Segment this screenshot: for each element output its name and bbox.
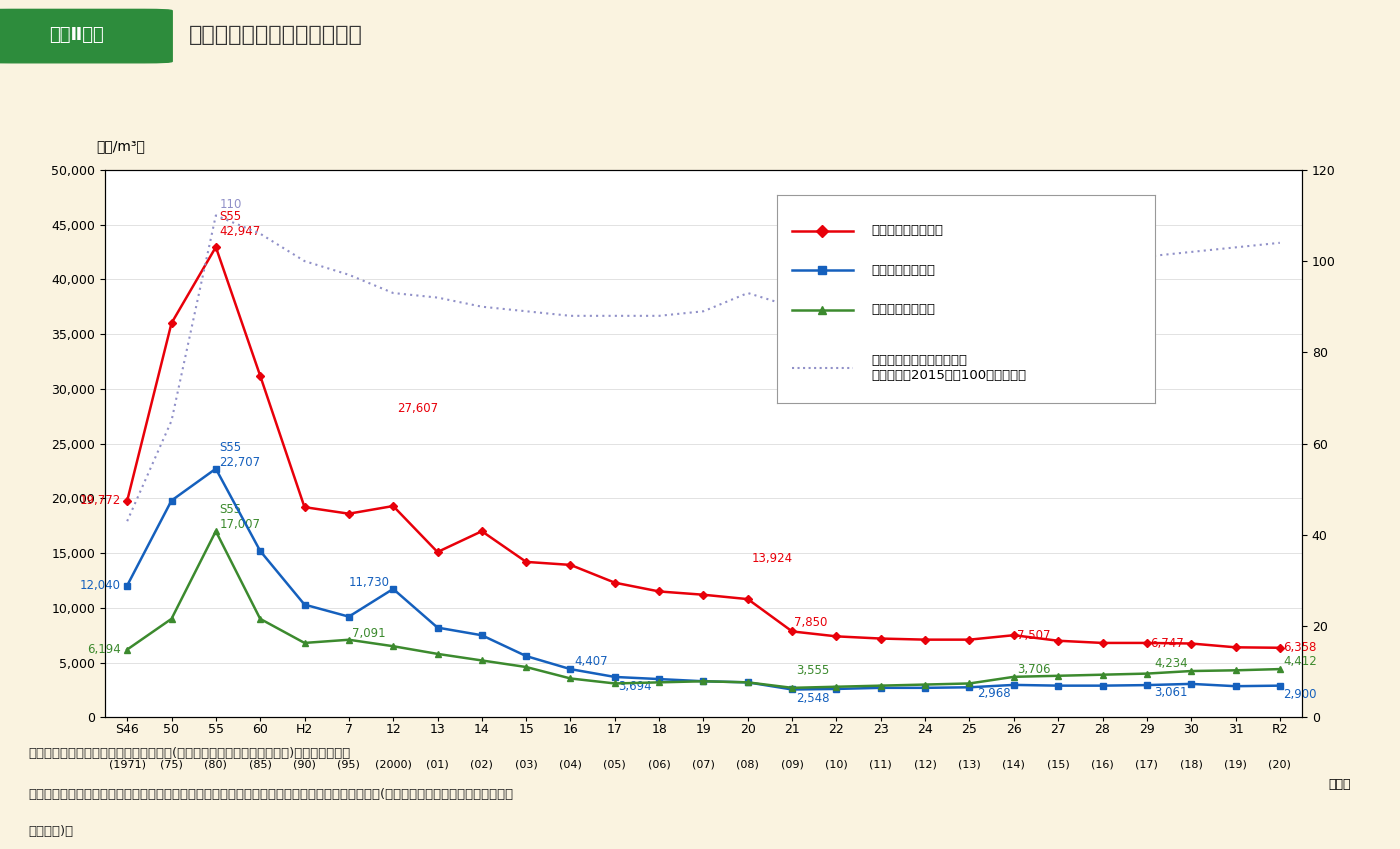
Text: 13,924: 13,924 <box>752 552 792 565</box>
Text: マツ山元立木価格: マツ山元立木価格 <box>871 303 935 316</box>
Text: (2000): (2000) <box>375 759 412 769</box>
Text: 19,772: 19,772 <box>80 494 120 508</box>
Text: 12,040: 12,040 <box>80 579 120 592</box>
Text: (02): (02) <box>470 759 493 769</box>
Text: 注：マツ山元立木価格は、北海道のマツ(トドマツ、エゾマツ、カラマツ)の価格である。: 注：マツ山元立木価格は、北海道のマツ(トドマツ、エゾマツ、カラマツ)の価格である… <box>28 747 350 760</box>
Text: (01): (01) <box>426 759 449 769</box>
Text: 2,900: 2,900 <box>1284 688 1317 700</box>
Text: 3,061: 3,061 <box>1154 686 1187 699</box>
Text: 資料Ⅱ－５: 資料Ⅱ－５ <box>49 25 105 43</box>
Text: 11,730: 11,730 <box>349 576 389 589</box>
Text: スギ山元立木価格: スギ山元立木価格 <box>871 264 935 277</box>
Text: (05): (05) <box>603 759 626 769</box>
Text: (09): (09) <box>781 759 804 769</box>
Text: 全国平均山元立木価格の推移: 全国平均山元立木価格の推移 <box>189 25 363 45</box>
Text: (90): (90) <box>293 759 316 769</box>
Text: (14): (14) <box>1002 759 1025 769</box>
Text: (15): (15) <box>1047 759 1070 769</box>
Text: 2,548: 2,548 <box>795 692 829 705</box>
Text: (11): (11) <box>869 759 892 769</box>
FancyBboxPatch shape <box>0 9 172 63</box>
Text: 3,555: 3,555 <box>795 665 829 678</box>
Text: 3,706: 3,706 <box>1018 663 1051 676</box>
Text: (16): (16) <box>1091 759 1114 769</box>
Text: (85): (85) <box>249 759 272 769</box>
Text: 7,507: 7,507 <box>1018 629 1051 642</box>
Text: (18): (18) <box>1180 759 1203 769</box>
Text: 参考値：国内企業物価指数
（総平均、2015年＝100）（右軸）: 参考値：国内企業物価指数 （総平均、2015年＝100）（右軸） <box>871 354 1026 382</box>
Text: 2,968: 2,968 <box>977 687 1011 700</box>
Text: (20): (20) <box>1268 759 1291 769</box>
Text: 27,607: 27,607 <box>396 402 438 415</box>
Text: (95): (95) <box>337 759 360 769</box>
Text: (17): (17) <box>1135 759 1158 769</box>
Text: （年）: （年） <box>1329 778 1351 790</box>
Text: (80): (80) <box>204 759 227 769</box>
Text: (04): (04) <box>559 759 582 769</box>
Text: (03): (03) <box>515 759 538 769</box>
Text: S55
22,707: S55 22,707 <box>220 441 260 469</box>
Text: (75): (75) <box>160 759 183 769</box>
Text: 7,091: 7,091 <box>353 627 386 640</box>
Text: (1971): (1971) <box>109 759 146 769</box>
Text: ト)」: ト)」 <box>28 825 73 838</box>
Text: 4,412: 4,412 <box>1284 655 1317 668</box>
Text: 4,234: 4,234 <box>1154 657 1187 670</box>
Text: (19): (19) <box>1224 759 1247 769</box>
Text: (06): (06) <box>648 759 671 769</box>
Text: (13): (13) <box>958 759 981 769</box>
Text: ヒノキ山元立木価格: ヒノキ山元立木価格 <box>871 224 944 237</box>
Text: 6,194: 6,194 <box>87 643 120 656</box>
Text: 資料：一般財団法人日本不動産研究所「山林素地及び山元立木価格調」、日本銀行「企業物価指数(日本銀行時系列統計データ検索サイ: 資料：一般財団法人日本不動産研究所「山林素地及び山元立木価格調」、日本銀行「企業… <box>28 788 514 801</box>
Text: S55
42,947: S55 42,947 <box>220 210 260 238</box>
Text: 4,407: 4,407 <box>574 655 608 668</box>
Text: (08): (08) <box>736 759 759 769</box>
Text: 110: 110 <box>220 198 242 211</box>
Text: 3,694: 3,694 <box>619 680 652 694</box>
Text: （円/m³）: （円/m³） <box>97 139 146 154</box>
Text: 7,850: 7,850 <box>794 616 827 629</box>
Text: 6,747: 6,747 <box>1151 637 1184 650</box>
Text: (10): (10) <box>825 759 848 769</box>
Text: (07): (07) <box>692 759 715 769</box>
Text: 6,358: 6,358 <box>1284 641 1317 655</box>
Text: S55
17,007: S55 17,007 <box>220 503 260 531</box>
Text: (12): (12) <box>914 759 937 769</box>
